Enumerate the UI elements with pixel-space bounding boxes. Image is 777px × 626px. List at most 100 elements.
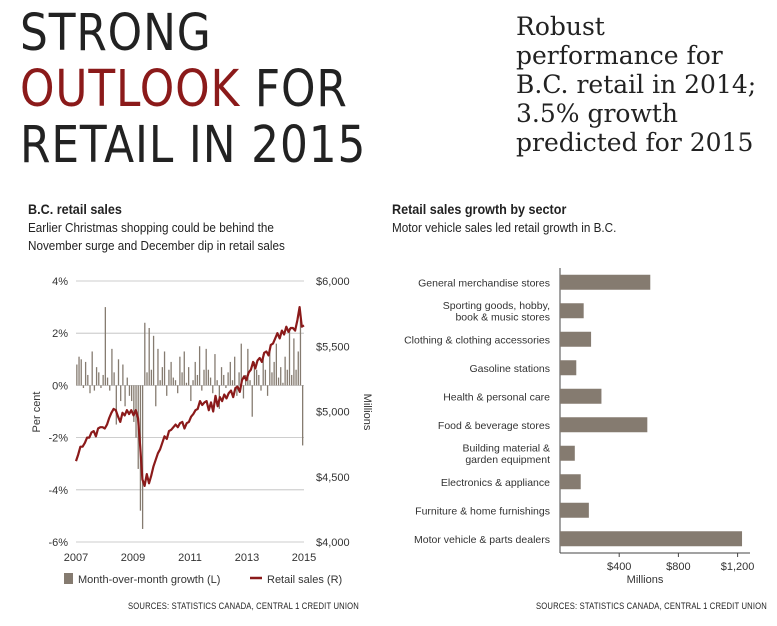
x-tick-label: 2013	[235, 552, 259, 564]
growth-bar	[93, 385, 96, 391]
sector-bar	[560, 531, 743, 547]
growth-bar	[249, 380, 251, 386]
growth-bar	[148, 327, 150, 386]
sector-label: Clothing & clothing accessories	[404, 334, 550, 346]
growth-bar	[275, 343, 277, 386]
growth-bar	[227, 372, 229, 386]
subheadline: Robust performance for B.C. retail in 20…	[516, 12, 776, 157]
sector-label: General merchandise stores	[418, 277, 550, 289]
retail-sales-line	[74, 306, 305, 487]
sector-bar	[560, 360, 577, 376]
growth-bar	[146, 372, 148, 386]
growth-bar	[152, 335, 155, 386]
growth-bar	[122, 364, 124, 386]
growth-bar	[185, 382, 188, 386]
subheadline-line: performance for	[516, 41, 723, 70]
growth-bar	[163, 351, 166, 386]
x-tick-label: 2007	[64, 552, 88, 564]
growth-bar	[106, 377, 109, 386]
growth-bar	[161, 367, 163, 386]
sector-label: Food & beverage stores	[438, 420, 550, 432]
x-axis-title: Millions	[627, 574, 664, 586]
growth-bar	[251, 385, 253, 417]
right-chart-subtitle: Motor vehicle sales led retail growth in…	[392, 220, 617, 235]
growth-bar	[214, 354, 216, 386]
left-chart-title: B.C. retail sales	[28, 201, 122, 217]
subheadline-line: B.C. retail in 2014;	[516, 70, 757, 99]
sector-label: Gasoline stations	[469, 363, 550, 375]
growth-bar	[115, 385, 117, 425]
growth-bar	[111, 348, 113, 386]
y-tick-label-left: 2%	[52, 328, 68, 340]
growth-bar	[102, 374, 104, 386]
x-tick-label: 2009	[121, 552, 145, 564]
y-axis-title-left: Per cent	[31, 392, 43, 433]
headline-line-2-rest: FOR	[240, 60, 348, 119]
growth-bar	[78, 356, 80, 386]
growth-bar	[192, 380, 194, 386]
x-tick-label: $800	[666, 561, 690, 573]
sector-bar	[560, 388, 602, 404]
y-tick-label-left: -2%	[48, 433, 68, 445]
headline-line-1: STRONG	[20, 4, 212, 63]
sector-bar	[560, 331, 592, 347]
growth-bar	[297, 351, 299, 386]
growth-bar	[117, 359, 120, 386]
growth-bar	[198, 346, 201, 386]
right-chart-title: Retail sales growth by sector	[392, 201, 567, 217]
growth-bar	[84, 361, 87, 386]
sector-label: Sporting goods, hobby,	[443, 300, 550, 312]
sector-label: book & music stores	[455, 312, 550, 324]
subheadline-line: predicted for 2015	[516, 128, 754, 157]
growth-bar	[177, 385, 179, 394]
growth-bar	[150, 369, 153, 386]
right-sources: SOURCES: STATISTICS CANADA, CENTRAL 1 CR…	[536, 601, 767, 611]
growth-bar	[98, 372, 100, 386]
headline: STRONG OUTLOOK FOR RETAIL IN 2015	[20, 6, 366, 174]
growth-bar	[181, 372, 183, 386]
y-tick-label-left: -6%	[48, 537, 68, 549]
growth-bar	[89, 385, 91, 394]
growth-bar	[234, 356, 236, 386]
x-tick-label: $400	[607, 561, 631, 573]
left-sources: SOURCES: STATISTICS CANADA, CENTRAL 1 CR…	[128, 601, 359, 611]
growth-bar	[183, 351, 185, 386]
sector-label: Furniture & home furnishings	[415, 505, 550, 517]
left-chart-subtitle: Earlier Christmas shopping could be behi…	[28, 219, 285, 255]
left-chart-subtitle-line: Earlier Christmas shopping could be behi…	[28, 220, 274, 235]
x-tick-label: 2015	[292, 552, 316, 564]
growth-bar	[109, 385, 111, 391]
growth-bar	[302, 385, 304, 446]
growth-bar	[258, 374, 260, 386]
growth-bar	[133, 385, 135, 422]
growth-bar	[174, 380, 177, 386]
growth-bar	[231, 380, 234, 386]
y-tick-label-right: $5,500	[316, 341, 350, 353]
growth-bar	[209, 377, 212, 386]
growth-bar	[212, 385, 214, 394]
growth-bar	[205, 348, 207, 386]
growth-bar	[201, 385, 203, 391]
growth-bar	[104, 307, 106, 386]
growth-bar	[124, 385, 126, 407]
sector-bar	[560, 474, 581, 490]
growth-bar	[131, 385, 133, 402]
left-chart-subtitle-line: November surge and December dip in retai…	[28, 238, 285, 253]
headline-line-3: RETAIL IN 2015	[20, 116, 367, 175]
growth-bar	[225, 385, 227, 389]
growth-bar	[91, 351, 93, 386]
headline-accent: OUTLOOK	[20, 60, 241, 119]
x-tick-label: 2011	[178, 552, 202, 564]
growth-bar	[269, 348, 271, 386]
growth-bar	[80, 359, 82, 386]
growth-bar	[236, 385, 238, 396]
y-tick-label-right: $4,500	[316, 472, 350, 484]
growth-bar	[260, 385, 262, 391]
growth-bar	[76, 364, 78, 386]
growth-bar	[255, 369, 258, 386]
sector-label: Electronics & appliance	[441, 477, 550, 489]
growth-bar	[282, 382, 284, 386]
legend-line-label: Retail sales (R)	[267, 574, 342, 586]
growth-bar	[196, 374, 199, 386]
